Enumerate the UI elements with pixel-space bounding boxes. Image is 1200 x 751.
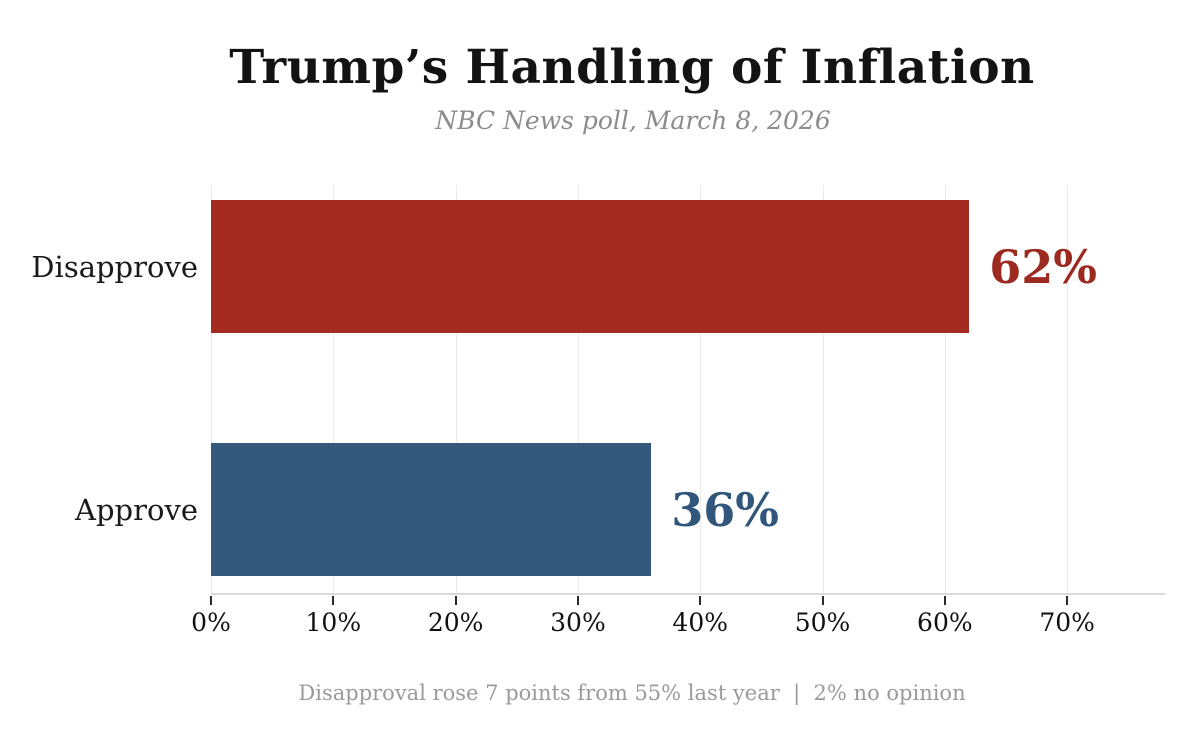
gridline-20 <box>455 185 457 593</box>
chart-subtitle: NBC News poll, March 8, 2026 <box>435 106 831 135</box>
x-axis-tick-label-0: 0% <box>191 608 231 637</box>
x-axis-tick-label-20: 20% <box>427 608 484 637</box>
gridline-40 <box>700 185 702 593</box>
gridline-30 <box>577 185 579 593</box>
category-label-disapprove: Disapprove <box>31 249 198 284</box>
x-axis-tick-20 <box>454 596 457 605</box>
x-axis-tick-30 <box>576 596 579 605</box>
x-axis-tick-label-50: 50% <box>794 608 851 637</box>
x-axis-tick-10 <box>332 596 335 605</box>
gridline-10 <box>333 185 335 593</box>
value-label-disapprove: 62% <box>989 239 1098 294</box>
plot-area: 62% 36% <box>211 185 1165 593</box>
x-axis-tick-0 <box>210 596 212 605</box>
category-label-approve: Approve <box>75 492 198 527</box>
x-axis-tick-50 <box>821 596 824 605</box>
x-axis-tick-label-10: 10% <box>305 608 362 637</box>
x-axis-line <box>211 593 1165 595</box>
x-axis-tick-60 <box>943 596 946 605</box>
x-axis-tick-label-60: 60% <box>917 608 973 637</box>
gridline-0 <box>211 185 212 593</box>
chart-title: Trump’s Handling of Inflation <box>229 40 1035 95</box>
x-axis-tick-label-40: 40% <box>672 608 729 637</box>
value-label-approve: 36% <box>671 482 780 537</box>
x-axis-tick-40 <box>699 596 702 605</box>
gridline-60 <box>944 185 946 593</box>
gridline-70 <box>1067 185 1069 593</box>
chart-footnote: Disapproval rose 7 points from 55% last … <box>298 681 966 705</box>
x-axis-tick-label-70: 70% <box>1039 608 1095 637</box>
gridline-50 <box>822 185 824 593</box>
bar-disapprove <box>211 200 970 333</box>
x-axis-tick-label-30: 30% <box>550 608 606 637</box>
x-axis-tick-70 <box>1066 596 1069 605</box>
bar-approve <box>211 443 652 576</box>
